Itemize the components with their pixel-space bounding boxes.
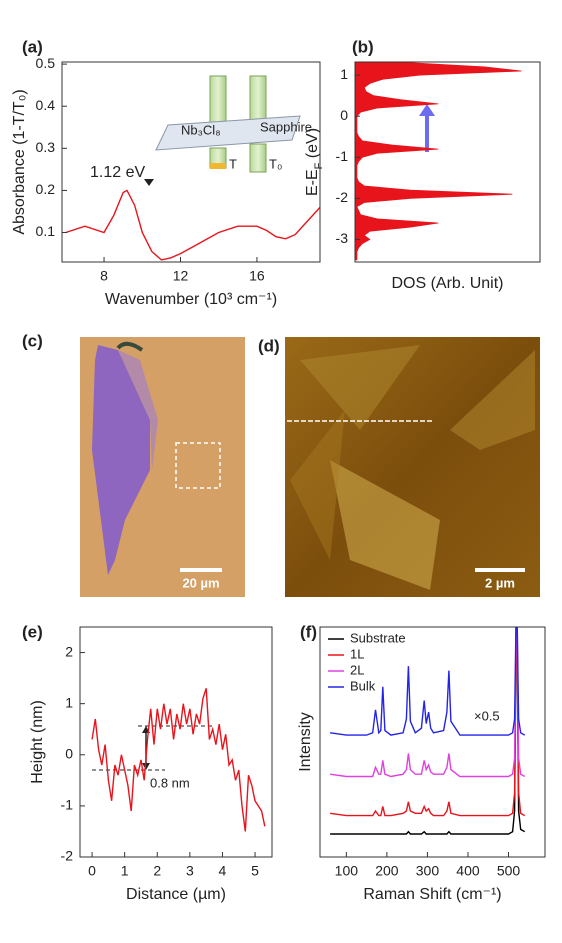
x-tick-label: 0 bbox=[88, 863, 96, 879]
data-line bbox=[330, 627, 526, 736]
x-tick-label: 16 bbox=[249, 268, 265, 284]
panel-label: (b) bbox=[352, 37, 374, 56]
beam-bottom bbox=[249, 143, 267, 173]
flake-thin bbox=[118, 350, 158, 470]
x-tick-label: 200 bbox=[375, 863, 399, 879]
data-line bbox=[91, 688, 266, 832]
x-tick-label: 8 bbox=[100, 268, 108, 284]
x-tick-label: 300 bbox=[416, 863, 440, 879]
detector bbox=[210, 163, 226, 169]
legend-label: Bulk bbox=[350, 678, 376, 693]
y-tick-label: 0.3 bbox=[36, 139, 56, 155]
inset-label: T₀ bbox=[269, 156, 282, 171]
plot-frame bbox=[61, 61, 321, 263]
y-tick-label: 1 bbox=[65, 694, 73, 710]
x-tick-label: 100 bbox=[335, 863, 359, 879]
x-axis-label: Wavenumber (10³ cm⁻¹) bbox=[105, 291, 277, 308]
panel-label: (f) bbox=[300, 622, 317, 641]
x-tick-label: 12 bbox=[173, 268, 189, 284]
terrace bbox=[300, 345, 420, 430]
y-axis-label: Height (nm) bbox=[29, 700, 46, 784]
x-tick-label: 500 bbox=[497, 863, 521, 879]
inset-label: Nb₃Cl₈ bbox=[181, 122, 221, 137]
y-tick-label: -1 bbox=[336, 148, 349, 164]
chart-panel: (e) -2 -1 0 1 2 0 1 2 3 4 5 Distance (µm) Height (nm) bbox=[22, 622, 273, 903]
arrow-head bbox=[419, 104, 435, 116]
dos-area bbox=[355, 62, 522, 261]
annotation: 0.8 nm bbox=[150, 775, 190, 790]
y-tick-label: -2 bbox=[336, 189, 349, 205]
y-tick-label: 0 bbox=[340, 107, 348, 123]
data-line bbox=[330, 627, 526, 835]
optical-image: 20 µm bbox=[80, 337, 245, 597]
x-tick-label: 1 bbox=[121, 863, 129, 879]
y-tick-label: 0.2 bbox=[36, 181, 56, 197]
inset-label: T bbox=[229, 156, 237, 171]
scale-bar-label: 20 µm bbox=[182, 575, 219, 590]
legend-label: Substrate bbox=[350, 630, 406, 645]
panel-label: (e) bbox=[22, 622, 43, 641]
y-tick-label: 1 bbox=[340, 66, 348, 82]
legend-label: 1L bbox=[350, 646, 364, 661]
y-axis-label: Intensity bbox=[297, 712, 314, 772]
afm-image: 2 µm bbox=[285, 337, 540, 597]
plot-frame bbox=[79, 626, 273, 858]
legend-label: 2L bbox=[350, 662, 364, 677]
y-tick-label: 0.4 bbox=[36, 97, 56, 113]
x-axis-label: DOS (Arb. Unit) bbox=[391, 275, 503, 292]
y-axis-label-part: E-E bbox=[304, 169, 321, 196]
y-axis-label: E-EF (eV) bbox=[304, 128, 325, 196]
terrace bbox=[290, 410, 345, 560]
x-axis-label: Distance (µm) bbox=[126, 886, 226, 903]
chart-panel: (a) 0.1 0.2 0.3 0.4 0.5 8 12 16 Wavenumber (10³ c… bbox=[11, 37, 321, 308]
data-line bbox=[330, 627, 526, 817]
y-tick-label: 2 bbox=[65, 643, 73, 659]
y-axis-label-part: (eV) bbox=[304, 128, 321, 163]
plot-frame bbox=[319, 626, 546, 858]
y-axis-label-part: F bbox=[313, 162, 325, 169]
x-tick-label: 4 bbox=[219, 863, 227, 879]
chart-panel: (b) -3 -2 -1 0 1 DOS (Arb. Unit) E-EF (eV) bbox=[304, 37, 541, 292]
substrate-plate bbox=[155, 115, 301, 151]
y-tick-label: -1 bbox=[61, 797, 74, 813]
y-tick-label: -3 bbox=[336, 230, 349, 246]
zoom-box bbox=[175, 442, 221, 489]
inset: Nb₃Cl₈ Sapphire T T₀ bbox=[155, 75, 312, 173]
beam-top bbox=[209, 75, 227, 125]
annotation: ×0.5 bbox=[474, 708, 500, 723]
y-tick-label: 0.5 bbox=[36, 55, 56, 71]
y-tick-label: 0.1 bbox=[36, 223, 56, 239]
x-tick-label: 2 bbox=[153, 863, 161, 879]
x-tick-label: 5 bbox=[251, 863, 259, 879]
y-tick-label: 0 bbox=[65, 745, 73, 761]
inset-label: Sapphire bbox=[260, 119, 312, 134]
data-line bbox=[65, 189, 320, 261]
scale-bar-label: 2 µm bbox=[485, 575, 515, 590]
x-tick-label: 400 bbox=[456, 863, 480, 879]
terrace bbox=[330, 460, 440, 590]
annotation: 1.12 eV bbox=[90, 164, 145, 181]
terrace bbox=[450, 350, 535, 450]
plot-frame bbox=[354, 61, 541, 263]
x-tick-label: 3 bbox=[186, 863, 194, 879]
y-axis-label: Absorbance (1-T/T₀) bbox=[11, 89, 28, 234]
x-axis-label: Raman Shift (cm⁻¹) bbox=[363, 886, 501, 903]
peak-marker bbox=[144, 179, 154, 186]
data-line bbox=[330, 627, 526, 778]
panel-label: (a) bbox=[22, 37, 43, 56]
beam-top bbox=[249, 75, 267, 125]
debris bbox=[116, 341, 144, 352]
y-tick-label: -2 bbox=[61, 848, 74, 864]
flake-thick bbox=[92, 345, 150, 575]
panel-label: (c) bbox=[22, 331, 43, 350]
panel-label: (d) bbox=[258, 336, 280, 355]
